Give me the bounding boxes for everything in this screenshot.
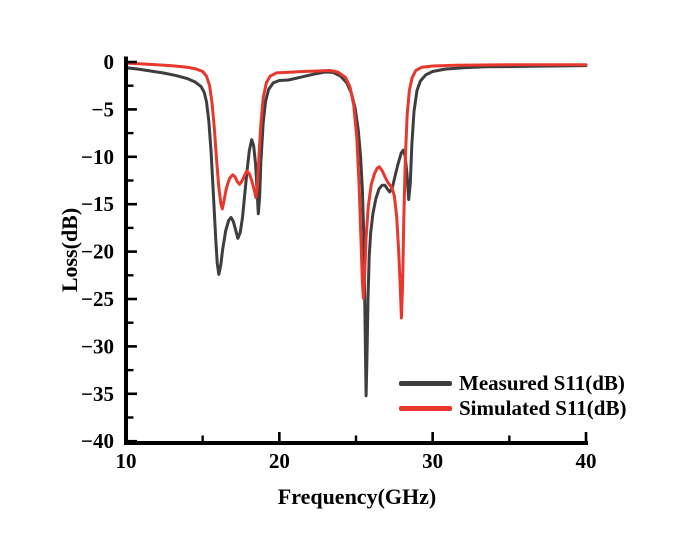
x-tick-label: 10 xyxy=(116,449,137,473)
y-tick-label: −30 xyxy=(81,334,114,358)
legend-label-measured: Measured S11(dB) xyxy=(459,371,625,395)
x-tick-label: 30 xyxy=(422,449,443,473)
y-axis-title: Loss(dB) xyxy=(57,207,82,293)
measured-line-swatch xyxy=(399,381,452,386)
legend-label-simulated: Simulated S11(dB) xyxy=(459,396,627,420)
measured-s11-curve xyxy=(124,64,588,398)
simulated-s11-curve xyxy=(124,61,588,320)
legend-entry-simulated: Simulated S11(dB) xyxy=(399,396,626,421)
chart-legend: Measured S11(dB) Simulated S11(dB) xyxy=(399,371,626,421)
y-tick-labels: 0 −5 −10 −15 −20 −25 −30 −35 −40 xyxy=(81,50,114,453)
simulated-line-swatch xyxy=(399,406,452,411)
y-tick-label: −35 xyxy=(81,382,114,406)
y-tick-label: −15 xyxy=(81,192,114,216)
x-tick-label: 40 xyxy=(576,449,597,473)
x-axis-ticks xyxy=(124,432,588,441)
y-tick-label: −20 xyxy=(81,240,114,264)
y-tick-label: −10 xyxy=(81,145,114,169)
y-tick-label: −25 xyxy=(81,287,114,311)
legend-entry-measured: Measured S11(dB) xyxy=(399,371,626,396)
x-tick-labels: 10 20 30 40 xyxy=(116,449,597,473)
x-tick-label: 20 xyxy=(269,449,290,473)
y-tick-label: −5 xyxy=(92,97,114,121)
y-tick-label: 0 xyxy=(104,50,115,74)
x-axis-title: Frequency(GHz) xyxy=(277,484,437,509)
y-tick-label: −40 xyxy=(81,429,114,453)
y-axis-ticks xyxy=(128,60,137,443)
